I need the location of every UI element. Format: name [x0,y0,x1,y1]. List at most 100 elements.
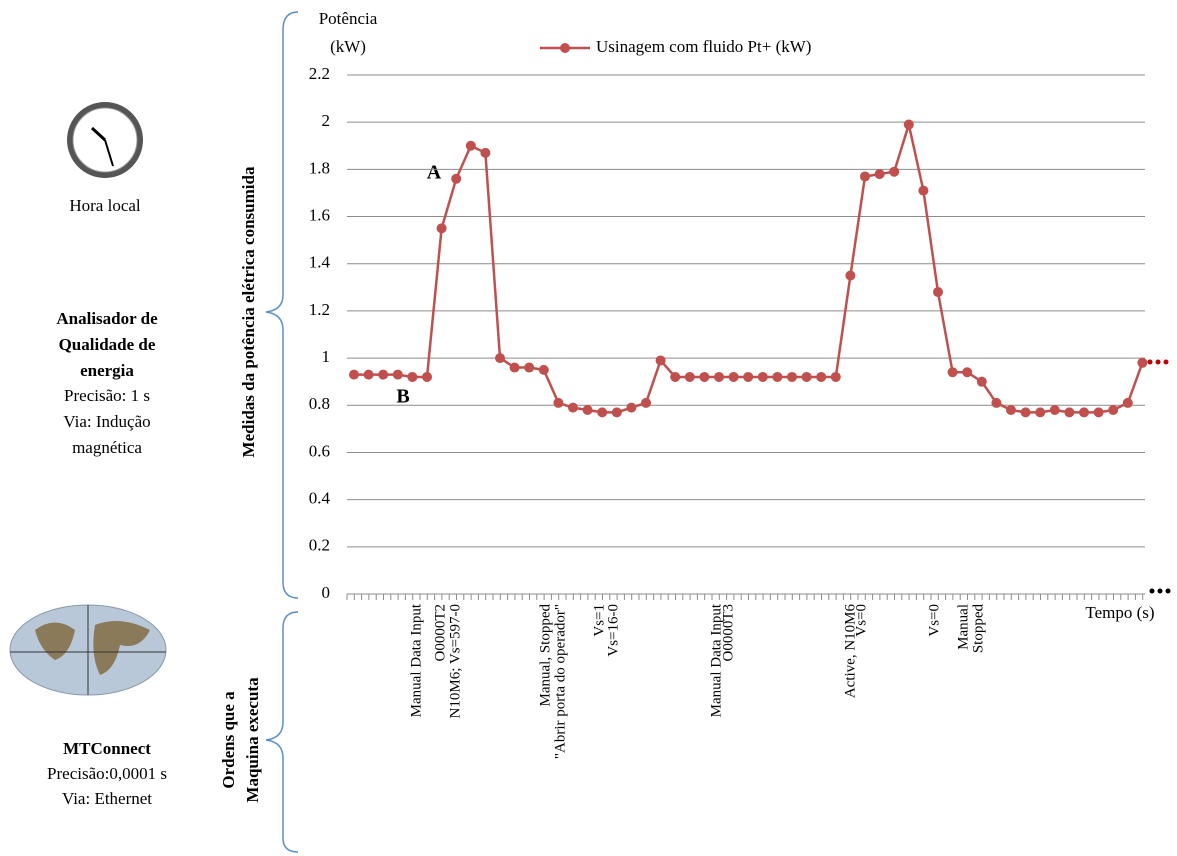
data-point [714,371,724,382]
data-point [480,147,491,158]
data-point [1108,404,1119,415]
command-label: "Abrir porta do operador" [552,604,568,759]
data-point [1035,407,1046,418]
point-label: A [427,162,442,184]
analyzer-title: Analisador de [56,309,158,328]
command-label: Vs=16-0 [605,604,621,657]
legend-label: Usinagem com fluido Pt+ (kW) [596,37,811,56]
x-axis-title: Tempo (s) [1085,603,1154,622]
data-point [407,371,418,382]
y-axis-title: (kW) [330,37,366,56]
orders-label: Maquina executa [243,677,262,803]
data-point [1049,404,1060,415]
data-point [787,371,797,382]
data-point [933,287,943,298]
data-point [991,397,1002,408]
point-label: B [396,386,409,408]
data-point [743,371,754,382]
data-point [451,173,462,184]
data-point [611,407,622,418]
data-point [860,171,870,182]
analyzer-info: Via: Indução [63,412,150,431]
side-label: Medidas da potência elétrica consumida [239,166,258,457]
clock-caption: Hora local [69,196,141,215]
data-point [918,185,929,196]
data-point [947,367,958,378]
data-point [1006,404,1016,415]
data-point [509,362,520,373]
data-point [772,371,783,382]
data-point [1079,407,1089,418]
analyzer-title: Qualidade de [59,335,156,354]
data-point [597,407,608,418]
data-point [801,371,812,382]
data-point [728,371,739,382]
command-label: Stopped [970,604,986,654]
brace [265,611,299,853]
mtconnect-info: Via: Ethernet [62,789,152,808]
continuation [1147,359,1171,594]
brace [265,11,299,599]
legend-swatch [560,43,570,53]
y-tick-label: 1.8 [309,158,330,177]
data-point [1064,407,1075,418]
data-point [699,371,710,382]
map-icon [9,604,167,696]
analyzer-info: magnética [72,438,142,457]
data-point [378,369,389,380]
y-tick-label: 0.4 [309,489,331,508]
series-line [354,119,1144,414]
data-point [553,397,564,408]
command-label: Vs=0 [926,604,942,637]
data-point [1137,357,1148,368]
data-point [582,404,593,415]
data-point [626,402,637,413]
command-label: O0000T3 [720,604,736,662]
data-point [641,397,651,408]
data-point [830,371,841,382]
data-point [1020,407,1031,418]
y-tick-label: 1 [322,347,331,366]
command-label: Active, N10M6 [842,604,858,699]
y-tick-label: 0.6 [309,441,330,460]
data-point [889,166,900,177]
data-point [655,355,666,366]
data-point [845,270,856,281]
y-tick-label: 2 [322,111,331,130]
data-point [757,371,768,382]
y-axis-title: Potência [319,9,378,28]
data-point [816,371,827,382]
y-tick-label: 2.2 [309,64,330,83]
data-point [465,140,476,151]
orders-label: Ordens que a [219,691,238,789]
data-point [1122,397,1133,408]
data-point [903,119,914,130]
command-label: Vs=1 [591,604,607,637]
data-point [363,369,374,380]
command-label: Manual [955,604,971,650]
data-point [1093,407,1104,418]
data-point [436,223,447,234]
command-label: N10M6; Vs=597-0 [447,604,463,718]
data-point [874,169,885,180]
data-point [962,367,973,378]
command-label: Manual Data Input [408,603,424,717]
y-tick-label: 0.8 [309,394,330,413]
data-point [349,369,359,380]
analyzer-title: energia [80,361,134,380]
mtconnect-info: Precisão:0,0001 s [47,764,167,783]
mtconnect-title: MTConnect [63,739,151,758]
command-label: Manual Data Input [708,603,724,717]
data-point [568,402,578,413]
data-point [524,362,535,373]
data-point [976,376,987,387]
y-tick-label: 0 [322,583,331,602]
data-point [422,371,432,382]
data-point [538,364,549,375]
y-tick-label: 1.2 [309,300,330,319]
command-label: Vs=0 [853,604,869,637]
data-point [684,371,695,382]
clock-icon [67,102,143,178]
command-label: O0000T2 [432,604,448,662]
